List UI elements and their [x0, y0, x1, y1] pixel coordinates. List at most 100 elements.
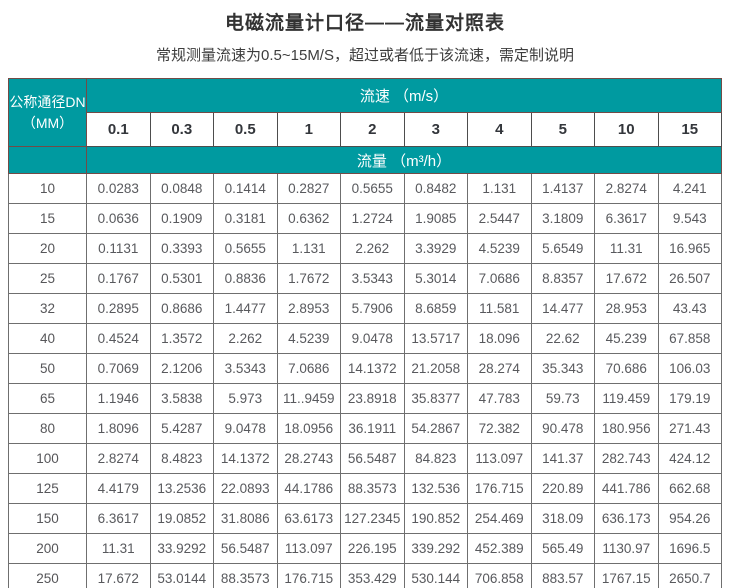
flow-value-cell: 1.8096	[86, 413, 151, 444]
flow-value-cell: 0.2895	[86, 293, 151, 324]
table-row: 15 0.0636 0.1909 0.3181 0.6362 1.2724 1.9085 2.…	[8, 203, 722, 234]
flow-value-cell: 2.8274	[86, 443, 151, 474]
table-row: 200 11.31 33.9292 56.5487 113.097 226.195 339.…	[8, 533, 722, 564]
flow-value-cell: 2.262	[213, 323, 278, 354]
velocity-value-header: 4	[467, 112, 532, 147]
flow-value-cell: 127.2345	[340, 503, 405, 534]
flow-value-cell: 0.4524	[86, 323, 151, 354]
flow-value-cell: 18.096	[467, 323, 532, 354]
flow-value-cell: 179.19	[657, 383, 722, 414]
flow-value-cell: 4.5239	[276, 323, 341, 354]
page-subtitle: 常规测量流速为0.5~15M/S，超过或者低于该流速，需定制说明	[156, 47, 574, 64]
flow-group-header: 流量 （m³/h）	[86, 146, 722, 174]
table-row: 25 0.1767 0.5301 0.8836 1.7672 3.5343 5.3014 7.…	[8, 263, 722, 294]
flow-comparison-table: 公称通径DN （MM） 流速 （m/s） 0.1 0.3 0.5 1 2 3 4 5 10 15 …	[8, 78, 722, 588]
flow-value-cell: 0.0848	[149, 173, 214, 204]
flow-value-cell: 14.1372	[213, 443, 278, 474]
flow-value-cell: 53.0144	[149, 563, 214, 588]
flow-value-cell: 132.536	[403, 473, 468, 504]
flow-value-cell: 90.478	[530, 413, 595, 444]
flow-value-cell: 11.31	[86, 533, 151, 564]
flow-value-cell: 5.6549	[530, 233, 595, 264]
flow-value-cell: 176.715	[467, 473, 532, 504]
velocity-value-header: 3	[403, 112, 468, 147]
table-row: 150 6.3617 19.0852 31.8086 63.6173 127.2345 19…	[8, 503, 722, 534]
flow-value-cell: 22.0893	[213, 473, 278, 504]
flow-value-cell: 0.1414	[213, 173, 278, 204]
velocity-group-header: 流速 （m/s）	[86, 78, 722, 113]
flow-value-cell: 0.7069	[86, 353, 151, 384]
flow-value-cell: 4.241	[657, 173, 722, 204]
flow-value-cell: 8.8357	[530, 263, 595, 294]
flow-value-cell: 706.858	[467, 563, 532, 588]
flow-value-cell: 1.7672	[276, 263, 341, 294]
flow-header-spacer	[8, 146, 87, 174]
flow-value-cell: 954.26	[657, 503, 722, 534]
flow-value-cell: 0.2827	[276, 173, 341, 204]
velocity-value-header: 1	[276, 112, 341, 147]
flow-label-row: 流量 （m³/h）	[8, 146, 722, 174]
dn-cell: 65	[8, 383, 87, 414]
flow-value-cell: 33.9292	[149, 533, 214, 564]
flow-value-cell: 2.8953	[276, 293, 341, 324]
flow-value-cell: 43.43	[657, 293, 722, 324]
flow-value-cell: 106.03	[657, 353, 722, 384]
table-row: 50 0.7069 2.1206 3.5343 7.0686 14.1372 21.2058…	[8, 353, 722, 384]
header-row-top: 公称通径DN （MM） 流速 （m/s）	[8, 78, 722, 147]
flow-value-cell: 59.73	[530, 383, 595, 414]
velocity-value-header: 0.5	[213, 112, 278, 147]
flow-value-cell: 84.823	[403, 443, 468, 474]
page-title: 电磁流量计口径——流量对照表	[224, 13, 505, 34]
dn-cell: 80	[8, 413, 87, 444]
flow-value-cell: 636.173	[594, 503, 659, 534]
flow-value-cell: 17.672	[86, 563, 151, 588]
flow-value-cell: 18.0956	[276, 413, 341, 444]
flow-value-cell: 565.49	[530, 533, 595, 564]
flow-value-cell: 11..9459	[276, 383, 341, 414]
flow-value-cell: 19.0852	[149, 503, 214, 534]
flow-value-cell: 0.0283	[86, 173, 151, 204]
flow-value-cell: 2.5447	[467, 203, 532, 234]
dn-cell: 25	[8, 263, 87, 294]
flow-value-cell: 17.672	[594, 263, 659, 294]
table-row: 80 1.8096 5.4287 9.0478 18.0956 36.1911 54.286…	[8, 413, 722, 444]
dn-cell: 250	[8, 563, 87, 588]
flow-value-cell: 2.8274	[594, 173, 659, 204]
flow-value-cell: 190.852	[403, 503, 468, 534]
flow-value-cell: 14.1372	[340, 353, 405, 384]
flow-value-cell: 72.382	[467, 413, 532, 444]
flow-value-cell: 1.1946	[86, 383, 151, 414]
flow-value-cell: 0.5655	[340, 173, 405, 204]
flow-value-cell: 883.57	[530, 563, 595, 588]
flow-value-cell: 8.4823	[149, 443, 214, 474]
flow-value-cell: 4.5239	[467, 233, 532, 264]
flow-value-cell: 1.131	[276, 233, 341, 264]
flow-value-cell: 441.786	[594, 473, 659, 504]
flow-value-cell: 35.343	[530, 353, 595, 384]
flow-value-cell: 23.8918	[340, 383, 405, 414]
flow-value-cell: 1.3572	[149, 323, 214, 354]
flow-value-cell: 424.12	[657, 443, 722, 474]
flow-value-cell: 339.292	[403, 533, 468, 564]
flow-value-cell: 3.3929	[403, 233, 468, 264]
dn-cell: 10	[8, 173, 87, 204]
flow-value-cell: 0.8836	[213, 263, 278, 294]
flow-value-cell: 0.3393	[149, 233, 214, 264]
table-body: 10 0.0283 0.0848 0.1414 0.2827 0.5655 0.8482 1.…	[8, 173, 722, 588]
flow-value-cell: 88.3573	[340, 473, 405, 504]
flow-value-cell: 56.5487	[340, 443, 405, 474]
flow-value-cell: 35.8377	[403, 383, 468, 414]
velocity-value-header: 0.1	[86, 112, 151, 147]
flow-value-cell: 28.953	[594, 293, 659, 324]
flow-value-cell: 44.1786	[276, 473, 341, 504]
flow-value-cell: 0.6362	[276, 203, 341, 234]
flow-value-cell: 3.5838	[149, 383, 214, 414]
flow-value-cell: 119.459	[594, 383, 659, 414]
flow-value-cell: 3.5343	[213, 353, 278, 384]
flow-value-cell: 7.0686	[467, 263, 532, 294]
table-row: 65 1.1946 3.5838 5.973 11..9459 23.8918 35.837…	[8, 383, 722, 414]
flow-value-cell: 0.0636	[86, 203, 151, 234]
table-row: 10 0.0283 0.0848 0.1414 0.2827 0.5655 0.8482 1.…	[8, 173, 722, 204]
flow-value-cell: 3.1809	[530, 203, 595, 234]
flow-value-cell: 0.5655	[213, 233, 278, 264]
